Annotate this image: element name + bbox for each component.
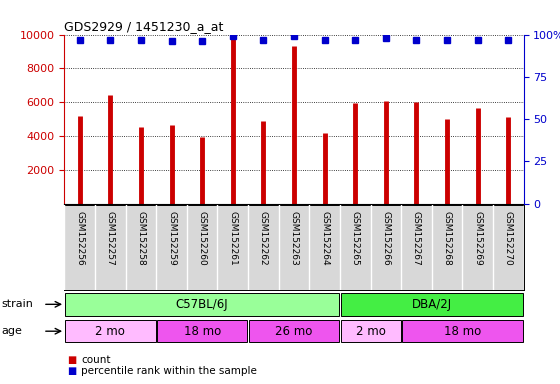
Text: GSM152261: GSM152261 (228, 212, 237, 266)
Text: GSM152265: GSM152265 (351, 212, 360, 266)
Text: 18 mo: 18 mo (184, 325, 221, 338)
Text: GSM152270: GSM152270 (504, 212, 513, 266)
Text: ■: ■ (67, 355, 77, 365)
Text: ■: ■ (67, 366, 77, 376)
Text: percentile rank within the sample: percentile rank within the sample (81, 366, 257, 376)
Text: DBA/2J: DBA/2J (412, 298, 452, 311)
Text: GSM152258: GSM152258 (137, 212, 146, 266)
Text: GSM152266: GSM152266 (381, 212, 390, 266)
Text: GDS2929 / 1451230_a_at: GDS2929 / 1451230_a_at (64, 20, 224, 33)
Text: GSM152267: GSM152267 (412, 212, 421, 266)
Text: age: age (1, 326, 22, 336)
Text: GSM152257: GSM152257 (106, 212, 115, 266)
Bar (340, 320, 400, 343)
Text: GSM152260: GSM152260 (198, 212, 207, 266)
Text: GSM152268: GSM152268 (442, 212, 451, 266)
Text: 2 mo: 2 mo (95, 325, 125, 338)
Text: GSM152259: GSM152259 (167, 212, 176, 266)
Bar (65, 293, 339, 316)
Text: 2 mo: 2 mo (356, 325, 385, 338)
Text: 18 mo: 18 mo (444, 325, 481, 338)
Text: GSM152269: GSM152269 (473, 212, 482, 266)
Bar (157, 320, 248, 343)
Text: count: count (81, 355, 111, 365)
Bar (249, 320, 339, 343)
Bar (65, 320, 156, 343)
Text: GSM152256: GSM152256 (75, 212, 84, 266)
Text: GSM152263: GSM152263 (290, 212, 298, 266)
Text: 26 mo: 26 mo (276, 325, 312, 338)
Bar (402, 320, 523, 343)
Text: strain: strain (1, 299, 33, 310)
Bar (340, 293, 523, 316)
Text: GSM152262: GSM152262 (259, 212, 268, 266)
Text: GSM152264: GSM152264 (320, 212, 329, 266)
Text: C57BL/6J: C57BL/6J (176, 298, 228, 311)
